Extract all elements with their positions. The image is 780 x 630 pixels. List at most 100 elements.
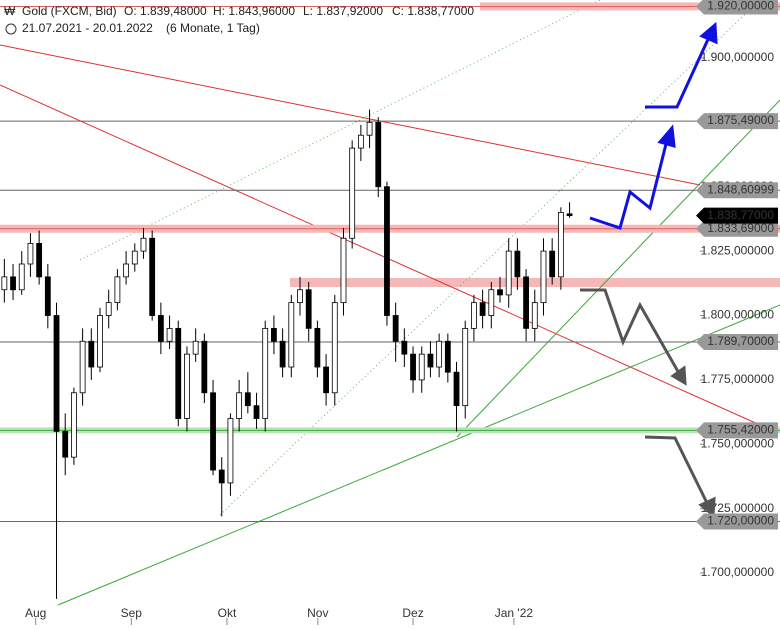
price-tag-label: 1.848,60999 (707, 182, 774, 196)
close: C: 1.838,77000 (392, 4, 474, 18)
price-tag-label: 1.875,49000 (707, 113, 774, 127)
candle-body (123, 263, 129, 278)
candle-body (436, 340, 443, 368)
candle-body (10, 276, 16, 291)
y-tick-label: 1.900,000000 (701, 50, 775, 64)
candle-body (218, 469, 225, 484)
x-tick-label: Dez (402, 606, 423, 620)
candle-body (305, 289, 312, 329)
candle-body (349, 147, 356, 239)
candle-body (53, 315, 60, 432)
price-tag (696, 182, 778, 199)
price-tag (696, 220, 778, 237)
candle-body (514, 250, 521, 278)
price-tag (696, 513, 778, 530)
y-tick-label: 1.825,000000 (701, 243, 775, 257)
candle-body (384, 186, 390, 316)
x-tick-label: Jan '22 (495, 606, 534, 620)
candle-body (540, 250, 547, 304)
arrow (589, 139, 669, 230)
price-tag (696, 422, 778, 439)
price-tag (696, 207, 778, 224)
candle-body (323, 366, 329, 394)
ohlc-icon: ₩ (4, 4, 16, 18)
y-tick-label: 1.775,000000 (701, 372, 775, 386)
x-tick-label: Nov (307, 606, 328, 620)
candle-body (366, 121, 373, 136)
candle-body (166, 327, 173, 342)
low: L: 1.837,92000 (303, 4, 383, 18)
candle-body (453, 371, 460, 407)
price-tag (696, 0, 778, 15)
candle-body (314, 327, 321, 368)
resistance-zone (290, 278, 780, 287)
candle-body (271, 327, 277, 342)
candle-body (523, 276, 529, 329)
arrow-head (698, 496, 716, 519)
price-tag-label: 1.755,42000 (707, 422, 774, 436)
candle-body (88, 340, 95, 368)
price-tag-label: 1.720,00000 (707, 514, 774, 528)
open: O: 1.839,48000 (124, 4, 207, 18)
arrow (644, 435, 710, 506)
y-tick-label: 1.750,000000 (701, 436, 775, 450)
period: (6 Monate, 1 Tag) (166, 21, 260, 35)
trend-line (456, 99, 780, 438)
candle-body (331, 302, 338, 394)
candle-body (157, 315, 164, 342)
scenario-arrows (580, 21, 718, 519)
price-tag-label: 1.838,77000 (707, 208, 774, 222)
candle-body (44, 276, 51, 316)
trend-line (0, 84, 761, 426)
date-range: 21.07.2021 - 20.01.2022 (22, 21, 153, 35)
candle-body (531, 302, 538, 329)
trend-channel (79, 0, 601, 261)
candle-body (410, 353, 416, 381)
arrow-head (670, 365, 687, 386)
arrow-head (699, 21, 718, 45)
candle-body (18, 263, 25, 291)
candle-body (557, 212, 564, 278)
candle-body (497, 289, 503, 296)
price-tag-label: 1.789,70000 (707, 334, 774, 348)
candle-body (201, 340, 208, 394)
price-tag (696, 334, 778, 351)
candle-body (192, 340, 199, 355)
candle-body (418, 353, 425, 381)
arrow (580, 288, 682, 376)
candle-body (105, 302, 112, 316)
candle-body (149, 237, 156, 316)
candle-body (97, 315, 103, 368)
candle-body (401, 340, 408, 355)
y-tick-label: 1.725,000000 (701, 501, 775, 515)
candle-body (505, 250, 512, 296)
candle-body (36, 242, 43, 278)
candle-body (62, 431, 69, 458)
x-tick-label: Sep (121, 606, 143, 620)
y-tick-label: 1.800,000000 (701, 308, 775, 322)
trend-channel (219, 0, 761, 516)
candle-body (27, 242, 34, 265)
candle-body (79, 340, 86, 394)
candle-body (288, 302, 295, 368)
trend-line (57, 304, 780, 606)
x-tick-label: Aug (25, 606, 46, 620)
candle-body (227, 418, 234, 484)
candle-body (140, 237, 147, 252)
high: H: 1.843,96000 (213, 4, 295, 18)
candle-body (297, 289, 303, 304)
price-tag-label: 1.920,00000 (707, 0, 774, 13)
candle-body (184, 353, 190, 419)
candle-body (175, 327, 182, 419)
candle-body (471, 302, 477, 329)
arrow-head (657, 124, 676, 149)
candle-body (462, 327, 469, 407)
clock-icon (5, 23, 17, 35)
candle-body (357, 134, 364, 149)
candle-body (236, 392, 243, 419)
trend-line (0, 44, 701, 186)
candle-body (479, 302, 486, 316)
candle-body (279, 340, 286, 368)
x-tick-label: Okt (218, 606, 237, 620)
